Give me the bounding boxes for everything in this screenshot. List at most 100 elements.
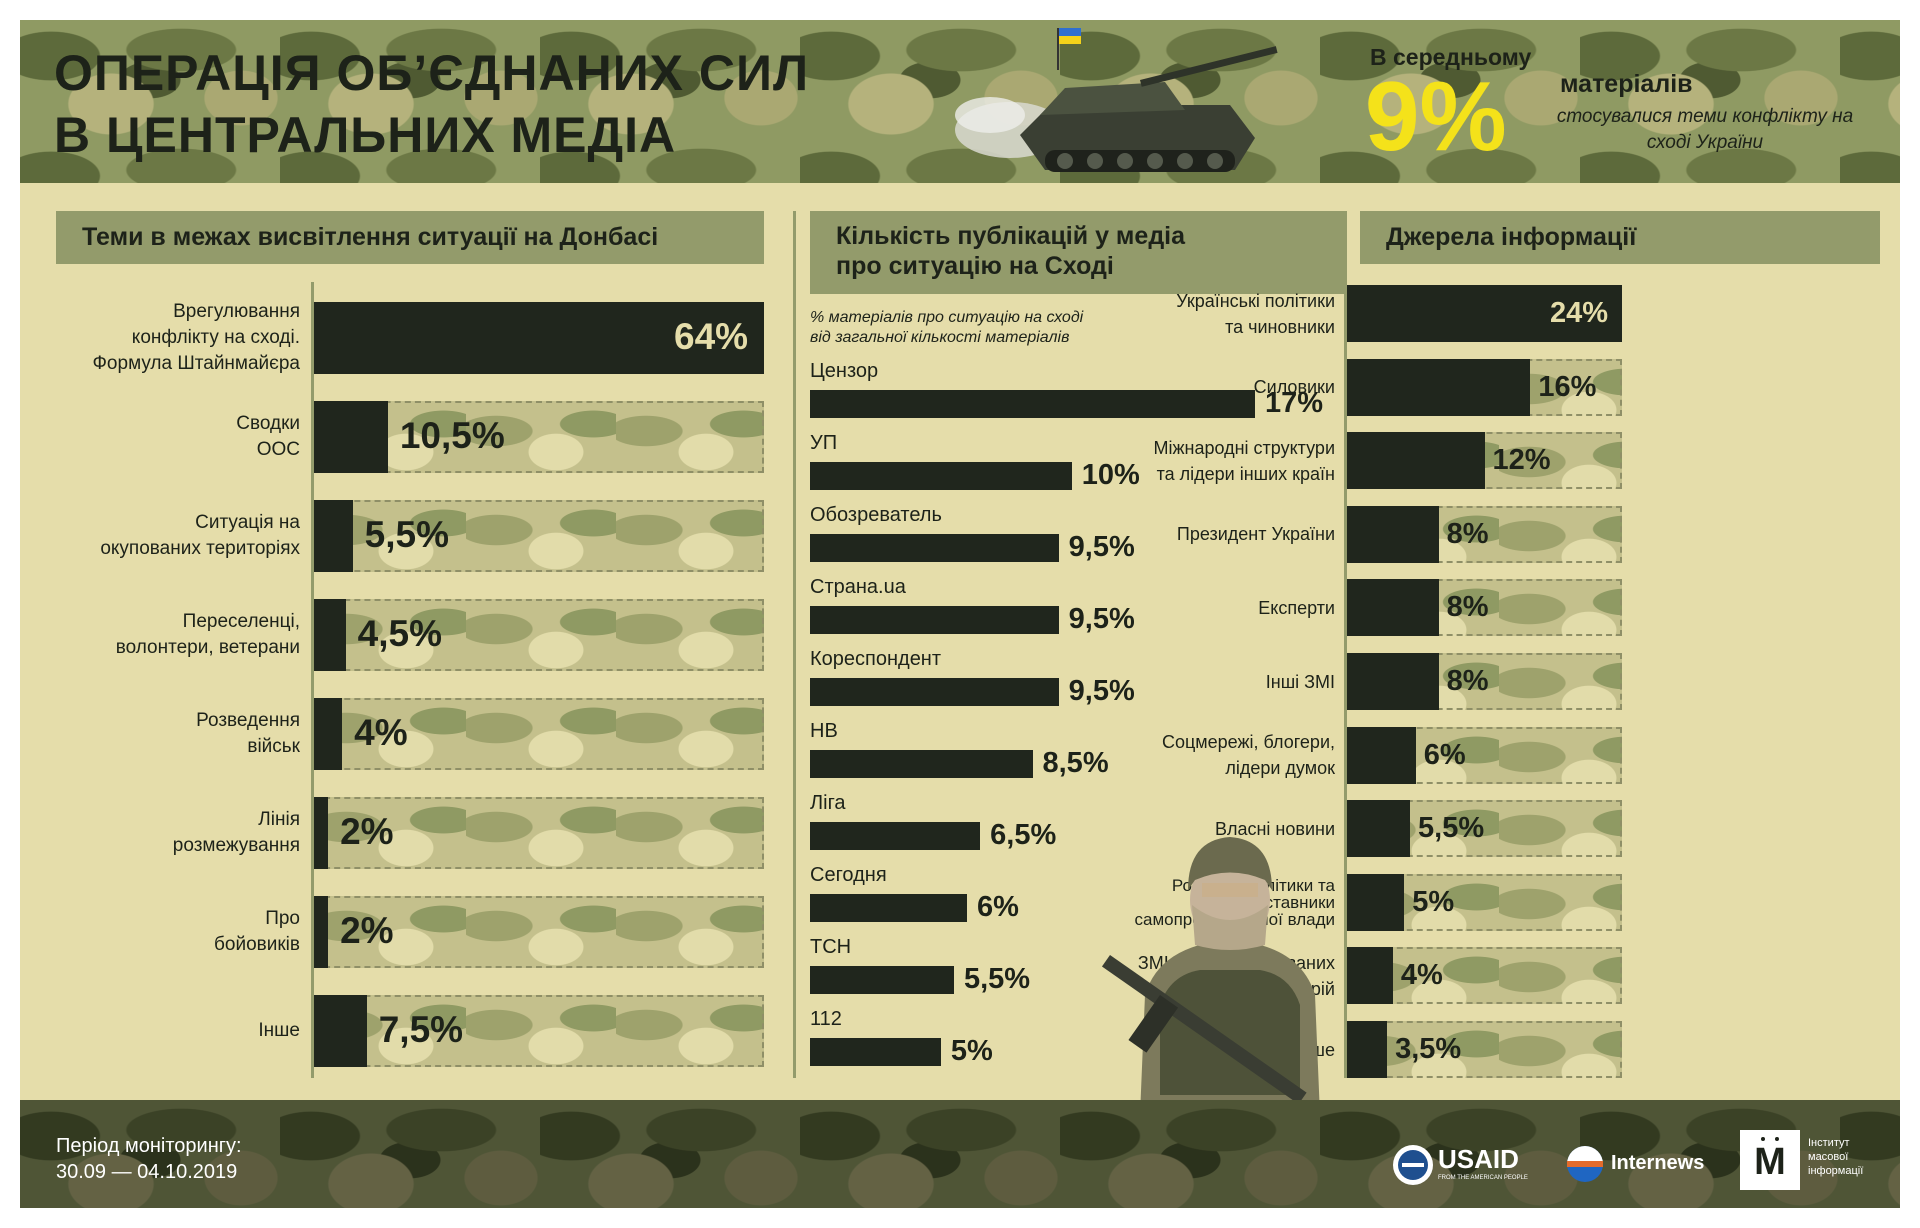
topic-bar — [314, 500, 353, 572]
source-value-label: 12% — [1492, 444, 1551, 477]
media-value-label: 5% — [950, 1035, 993, 1067]
usaid-seal-icon — [1393, 1145, 1433, 1185]
period-dates: 30.09 — 04.10.2019 — [56, 1161, 238, 1183]
source-value-label: 3,5% — [1395, 1033, 1462, 1065]
title-line-1: ОПЕРАЦІЯ ОБ’ЄДНАНИХ СИЛ — [54, 45, 810, 101]
source-label-line: лідери думок — [1225, 758, 1335, 779]
media-label: 112 — [810, 1008, 842, 1030]
topic-value-label: 4% — [354, 712, 408, 753]
average-note: стосувалися теми конфлікту на сході Укра… — [1556, 106, 1854, 153]
media-label: УП — [810, 432, 838, 454]
media-value-label: 9,5% — [1068, 603, 1135, 635]
source-label: Силовики — [1100, 374, 1335, 400]
source-bar — [1347, 1021, 1388, 1078]
media-bar — [810, 822, 981, 850]
topic-value-label: 5,5% — [364, 514, 450, 555]
source-value-label: 5,5% — [1418, 812, 1485, 845]
topic-value-label: 4,5% — [357, 613, 442, 654]
monitoring-period: Період моніторингу: 30.09 — 04.10.2019 — [56, 1133, 242, 1185]
source-bar — [1347, 653, 1439, 710]
source-value-label: 6% — [1423, 738, 1466, 771]
source-bar-track — [1347, 1021, 1622, 1078]
topic-label-line: Ситуація на — [195, 512, 300, 533]
period-label: Період моніторингу: — [56, 1135, 242, 1157]
average-prefix: В середньому — [1370, 44, 1532, 70]
panel-sources-title: Джерела інформації — [1360, 211, 1880, 264]
media-bar — [810, 678, 1059, 706]
topic-label: Розведення військ — [40, 708, 300, 760]
panel-topics-title: Теми в межах висвітлення ситуації на Дон… — [56, 211, 764, 264]
source-label-line: Президент України — [1176, 524, 1335, 545]
topic-bar-track — [314, 995, 764, 1067]
source-value-label: 4% — [1400, 959, 1443, 992]
source-bar — [1347, 873, 1405, 931]
source-label: Українські політики та чиновники — [1100, 288, 1335, 340]
source-label: Інші ЗМІ — [1100, 669, 1335, 695]
source-value-label: 8% — [1446, 517, 1489, 550]
source-label-line: Інші ЗМІ — [1265, 671, 1335, 692]
media-value-label: 8,5% — [1042, 747, 1109, 779]
source-label-line: Власні новини — [1214, 818, 1335, 839]
topic-label-line: Формула Штайнмайєра — [92, 353, 300, 374]
topic-bar — [314, 797, 329, 869]
topic-bar-track — [314, 896, 764, 968]
source-bar-track — [1347, 947, 1622, 1005]
media-bar — [810, 606, 1059, 634]
average-suffix: матеріалів — [1560, 70, 1693, 98]
usaid-wordmark: USAID — [1438, 1144, 1519, 1174]
topic-label-line: Розведення — [196, 710, 300, 731]
topic-label: Врегулювання конфлікту на сході. Формула Ш… — [40, 299, 300, 377]
topic-bar — [314, 302, 764, 374]
media-label: Сегодня — [810, 864, 887, 886]
topic-label-line: військ — [247, 736, 300, 757]
topic-bar — [314, 401, 388, 473]
topic-value-label: 2% — [340, 910, 394, 951]
page-title: ОПЕРАЦІЯ ОБ’ЄДНАНИХ СИЛ В ЦЕНТРАЛЬНИХ МЕ… — [54, 42, 809, 166]
media-value-label: 5,5% — [963, 963, 1031, 995]
media-bar — [810, 534, 1059, 562]
media-value-label: 6,5% — [990, 819, 1057, 851]
topic-label-line: конфлікту на сході. — [131, 327, 300, 348]
topic-value-label: 2% — [340, 811, 394, 852]
panel-media-title: Кількість публікацій у медіа про ситуаці… — [810, 211, 1344, 294]
topic-bar — [314, 599, 346, 671]
topic-label: Переселенці, волонтери, ветерани — [40, 609, 300, 661]
sources-axis — [1344, 211, 1347, 1078]
source-bar — [1347, 505, 1439, 563]
source-bar — [1347, 947, 1393, 1005]
source-label: Соцмережі, блогери, лідери думок — [1100, 729, 1335, 781]
source-label: Власні новини — [1100, 816, 1335, 842]
media-value-label: 6% — [977, 891, 1019, 923]
topic-label-line: ООС — [256, 439, 300, 460]
source-label-line: Українські політики — [1176, 290, 1335, 311]
topic-bar — [314, 698, 343, 770]
header-banner: ОПЕРАЦІЯ ОБ’ЄДНАНИХ СИЛ В ЦЕНТРАЛЬНИХ МЕ… — [20, 20, 1900, 183]
topic-value-label: 10,5% — [399, 415, 505, 456]
topic-label: Лінія розмежування — [40, 807, 300, 859]
imi-text: Інститут масової інформації — [1808, 1137, 1864, 1177]
source-value-label: 16% — [1538, 370, 1597, 403]
media-bar — [810, 894, 968, 922]
source-label: Міжнародні структури та лідери інших краї… — [1100, 435, 1336, 487]
topics-axis — [311, 282, 314, 1078]
media-label: Страна.ua — [810, 576, 906, 598]
tank-image — [955, 28, 1278, 172]
source-value-label: 24% — [1550, 297, 1609, 329]
internews-wordmark: Internews — [1611, 1152, 1705, 1174]
topic-label: Про бойовиків — [40, 906, 300, 958]
internews-globe-icon — [1567, 1146, 1603, 1182]
topic-label-line: Сводки — [236, 413, 300, 434]
media-subtitle: % матеріалів про ситуацію на сході від з… — [810, 309, 1084, 346]
imi-dots-icon-2 — [1775, 1137, 1779, 1141]
source-bar — [1347, 579, 1439, 637]
source-bar — [1347, 285, 1622, 342]
media-bar — [810, 750, 1033, 778]
source-label: Експерти — [1100, 595, 1335, 621]
media-label: ТСН — [810, 936, 852, 958]
media-bar — [810, 390, 1255, 418]
media-value-label: 17% — [1265, 387, 1324, 419]
topic-label-line: розмежування — [172, 835, 300, 856]
source-value-label: 8% — [1446, 591, 1489, 624]
source-label-line: Силовики — [1253, 377, 1335, 398]
media-label: Кореспондент — [810, 648, 942, 670]
